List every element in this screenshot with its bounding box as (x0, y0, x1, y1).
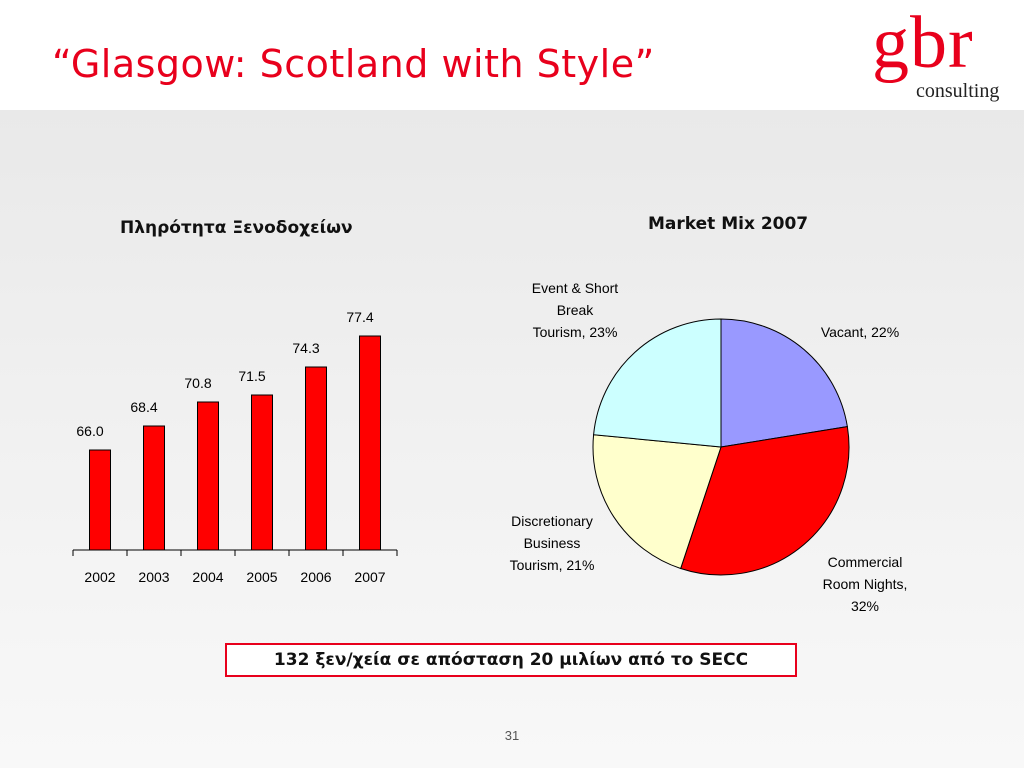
bar-category-label: 2002 (84, 569, 115, 585)
bar-2005 (251, 394, 273, 551)
pie-chart-title: Market Mix 2007 (648, 214, 809, 234)
pie-slice (593, 318, 722, 448)
bar-2006 (305, 366, 327, 551)
pie-slice (592, 434, 722, 570)
logo-subtitle: consulting (916, 80, 1000, 102)
callout-box: 132 ξεν/χεία σε απόσταση 20 μιλίων από τ… (225, 643, 797, 677)
pie-slice-label: Event & Short Break Tourism, 23% (532, 280, 618, 340)
bar-2007 (359, 335, 381, 551)
bar-value-label: 70.8 (184, 375, 211, 391)
pie-slice (720, 318, 848, 448)
bar-value-label: 77.4 (346, 309, 373, 325)
bar-2003 (143, 425, 165, 551)
pie-slice-label: Vacant, 22% (821, 324, 899, 340)
slide-header: “Glasgow: Scotland with Style” gbr consu… (0, 0, 1024, 110)
bar-category-label: 2004 (192, 569, 223, 585)
bar-2004 (197, 401, 219, 551)
bar-category-label: 2007 (354, 569, 385, 585)
bar-value-label: 66.0 (76, 423, 103, 439)
bar-category-label: 2005 (246, 569, 277, 585)
pie-slice-label: Commercial Room Nights, 32% (823, 554, 908, 614)
logo-wordmark: gbr (872, 2, 974, 84)
bar-category-label: 2006 (300, 569, 331, 585)
pie-slice-label: Discretionary Business Tourism, 21% (510, 513, 595, 573)
bar-category-label: 2003 (138, 569, 169, 585)
bar-chart-title: Πληρότητα Ξενοδοχείων (120, 218, 353, 238)
pie-slice (680, 425, 850, 576)
bar-2002 (89, 449, 111, 551)
bar-value-label: 71.5 (238, 368, 265, 384)
bar-value-label: 74.3 (292, 340, 319, 356)
gbr-consulting-logo: gbr consulting (864, 6, 1024, 108)
page-number: 31 (504, 728, 520, 743)
bar-value-label: 68.4 (130, 399, 157, 415)
slide-title: “Glasgow: Scotland with Style” (52, 42, 655, 86)
